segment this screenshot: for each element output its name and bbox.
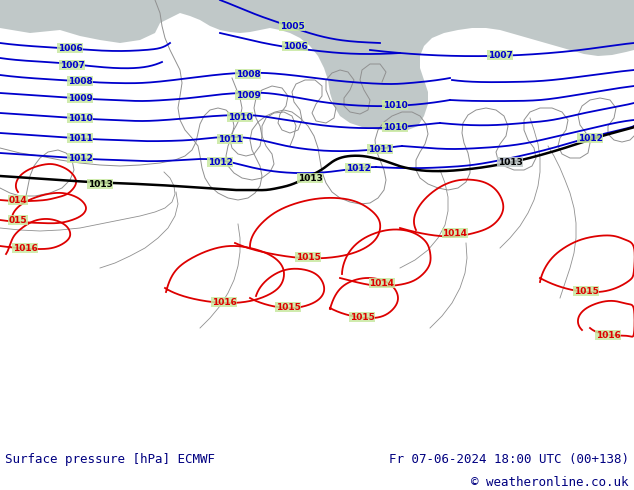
- Text: 1010: 1010: [228, 113, 252, 122]
- Text: 1013: 1013: [498, 157, 522, 167]
- Text: 1009: 1009: [236, 91, 261, 99]
- Text: © weatheronline.co.uk: © weatheronline.co.uk: [472, 476, 629, 489]
- Text: 1012: 1012: [207, 157, 233, 167]
- Text: 1015: 1015: [276, 302, 301, 312]
- Text: 1006: 1006: [283, 42, 307, 50]
- Text: 1008: 1008: [236, 70, 261, 78]
- Text: 015: 015: [9, 216, 27, 224]
- Text: 1005: 1005: [280, 22, 304, 30]
- Text: 1015: 1015: [295, 252, 320, 262]
- Text: 1007: 1007: [60, 60, 84, 70]
- Text: 1011: 1011: [68, 133, 93, 143]
- Text: 1016: 1016: [212, 297, 236, 307]
- Text: 1009: 1009: [68, 94, 93, 102]
- Text: 1011: 1011: [368, 145, 392, 153]
- Text: 1015: 1015: [574, 287, 598, 295]
- Text: 1014: 1014: [443, 228, 467, 238]
- Polygon shape: [185, 0, 215, 13]
- Text: 1012: 1012: [68, 153, 93, 163]
- Text: 1015: 1015: [349, 313, 375, 321]
- Text: 1016: 1016: [595, 330, 621, 340]
- Text: 1010: 1010: [383, 122, 408, 131]
- Text: 1014: 1014: [370, 278, 394, 288]
- Text: 1013: 1013: [87, 179, 112, 189]
- Text: 1006: 1006: [58, 44, 82, 52]
- Text: 1010: 1010: [383, 100, 408, 109]
- Text: 1010: 1010: [68, 114, 93, 122]
- Text: 1013: 1013: [297, 173, 323, 182]
- Text: Fr 07-06-2024 18:00 UTC (00+138): Fr 07-06-2024 18:00 UTC (00+138): [389, 453, 629, 466]
- Text: 1007: 1007: [488, 50, 512, 59]
- Text: 1012: 1012: [346, 164, 370, 172]
- Text: 1011: 1011: [217, 134, 242, 144]
- Text: 1012: 1012: [578, 133, 602, 143]
- Text: 014: 014: [9, 196, 27, 204]
- Text: 1016: 1016: [13, 244, 37, 252]
- Text: 1008: 1008: [68, 76, 93, 85]
- Polygon shape: [0, 0, 634, 131]
- Polygon shape: [0, 0, 60, 20]
- Text: Surface pressure [hPa] ECMWF: Surface pressure [hPa] ECMWF: [5, 453, 215, 466]
